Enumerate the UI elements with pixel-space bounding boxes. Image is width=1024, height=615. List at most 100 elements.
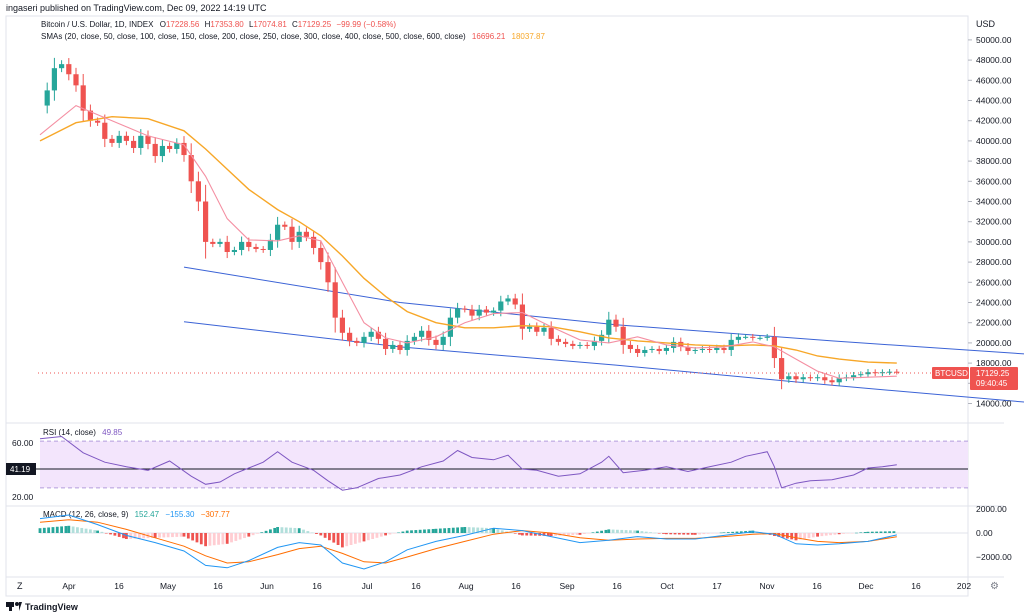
time-tick-label: Aug [458, 581, 473, 591]
macd-histogram-bar [518, 533, 521, 535]
plot-border [5, 15, 969, 597]
candle-body [195, 181, 201, 202]
rsi-legend[interactable]: RSI (14, close) 49.85 [43, 428, 123, 437]
macd-histogram-bar [375, 533, 379, 538]
symbol-line: Bitcoin / U.S. Dollar, 1D, INDEX [41, 20, 154, 29]
macd-histogram-bar [328, 533, 331, 541]
macd-histogram-bar [662, 533, 665, 534]
macd-histogram-bar [353, 533, 357, 544]
ohlc-open: 17228.56 [166, 20, 200, 29]
candle-body [318, 247, 324, 263]
candle-body [707, 348, 713, 350]
candle-body [764, 336, 770, 338]
macd-histogram-bar [212, 533, 216, 546]
macd-value-3: −307.77 [201, 510, 231, 519]
macd-histogram-bar [195, 533, 199, 543]
candle-body [613, 319, 619, 327]
candle-body [822, 377, 828, 381]
macd-histogram-bar [649, 532, 652, 533]
candle-body [217, 241, 223, 244]
macd-histogram-bar [341, 533, 344, 548]
macd-histogram-bar [418, 529, 422, 533]
macd-histogram-bar [366, 533, 370, 541]
macd-histogram-bar [55, 526, 59, 533]
macd-histogram-bar [582, 533, 586, 534]
ohlc-c-label: C [292, 20, 298, 29]
candle-body [685, 346, 691, 351]
macd-histogram-bar [427, 529, 431, 533]
macd-histogram-bar [735, 531, 739, 533]
zoom-button[interactable]: Z [17, 581, 23, 591]
macd-histogram-bar [47, 527, 51, 533]
time-tick-label: 16 [411, 581, 421, 591]
macd-histogram-bar [554, 533, 557, 536]
macd-histogram-bar [722, 532, 726, 533]
rsi-band [40, 441, 968, 488]
macd-histogram-bar [332, 533, 336, 543]
macd-histogram-bar [388, 533, 392, 535]
candle-body [87, 110, 93, 121]
macd-histogram-bar [798, 533, 802, 540]
symbol-legend[interactable]: Bitcoin / U.S. Dollar, 1D, INDEX O17228.… [41, 20, 396, 29]
time-tick-label: 16 [213, 581, 223, 591]
macd-histogram-bar [171, 533, 174, 538]
price-tick-label: 34000.00 [976, 197, 1012, 207]
publish-info: ingaseri published on TradingView.com, D… [6, 3, 267, 13]
candle-body [73, 74, 79, 86]
macd-histogram-bar [302, 529, 305, 533]
macd-histogram-bar [496, 529, 500, 533]
candle-body [786, 376, 792, 380]
macd-histogram-bar [51, 527, 55, 533]
macd-histogram-bar [129, 533, 133, 539]
macd-histogram-bar [414, 530, 418, 533]
macd-histogram-bar [93, 530, 97, 533]
candle-body [332, 282, 338, 318]
price-tick-label: 46000.00 [976, 75, 1012, 85]
macd-histogram-bar [125, 533, 128, 539]
candle-body [267, 239, 273, 250]
macd-histogram-bar [153, 533, 157, 538]
candle-body [829, 380, 835, 383]
macd-histogram-bar [162, 533, 166, 538]
sma-legend[interactable]: SMAs (20, close, 50, close, 100, close, … [41, 32, 545, 41]
macd-histogram-bar [362, 533, 366, 542]
macd-histogram-bar [620, 529, 624, 533]
macd-histogram-bar [122, 533, 125, 539]
macd-histogram-bar [644, 531, 648, 533]
price-axis[interactable]: 14000.0016000.0018000.0020000.0022000.00… [968, 35, 1012, 409]
macd-legend[interactable]: MACD (12, 26, close, 9) 152.47 −155.30 −… [43, 510, 230, 519]
macd-histogram-bar [542, 533, 546, 536]
rsi-current-tag-bg [6, 463, 36, 475]
candle-body [872, 372, 878, 374]
macd-histogram-bar [870, 531, 874, 533]
macd-histogram-bar [866, 531, 870, 533]
settings-gear-icon[interactable]: ⚙ [990, 581, 999, 592]
time-axis[interactable]: Apr 16 May 16 Jun 16 Jul 16 Aug 16 Sep 16 Oct 17 Nov 16… [62, 581, 971, 591]
candle-body [469, 309, 475, 316]
time-tick-label: 202 [957, 581, 971, 591]
candle-body [750, 336, 756, 338]
macd-histogram-bar [133, 533, 137, 539]
price-tick-label: 32000.00 [976, 217, 1012, 227]
macd-histogram-bar [221, 533, 225, 545]
macd-histogram-bar [546, 533, 550, 536]
macd-histogram-bar [447, 527, 451, 533]
candle-body [699, 348, 705, 350]
candle-body [735, 336, 741, 340]
macd-histogram-bar [284, 527, 288, 533]
macd-histogram-bar [431, 528, 435, 533]
candle-body [131, 140, 137, 148]
candle-body [527, 326, 533, 329]
macd-histogram-bar [794, 533, 798, 541]
macd-histogram-bar [698, 533, 701, 535]
macd-histogram-bar [616, 529, 619, 533]
macd-histogram-bar [100, 531, 104, 533]
macd-histogram-bar [225, 533, 229, 544]
macd-histogram-bar [719, 532, 723, 534]
macd-tick-label: 0.00 [976, 528, 993, 538]
macd-histogram-bar [358, 533, 362, 543]
candle-body [303, 231, 309, 237]
macd-histogram-bar [706, 533, 710, 534]
candle-body [138, 135, 144, 148]
